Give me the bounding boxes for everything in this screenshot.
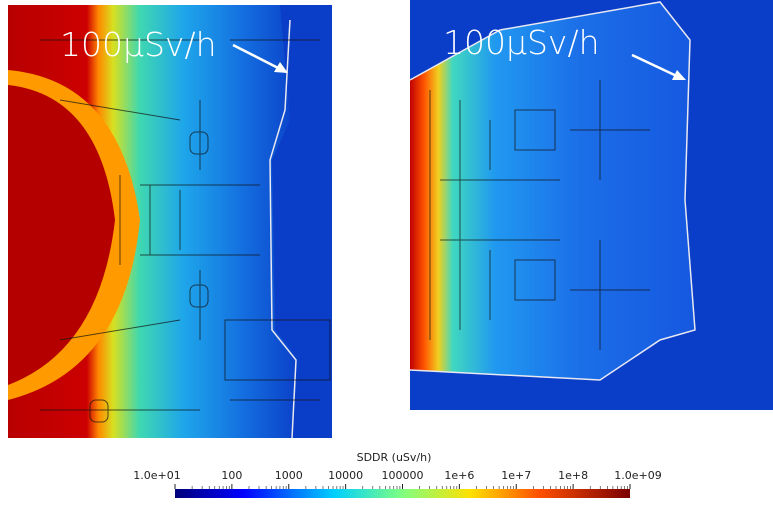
colorbar-title: SDDR (uSv/h) [357,451,432,464]
colorbar-ticks: 1.0e+01 100 1000 10000 100000 1e+6 1e+7 1e+8 1.0… [133,469,661,489]
colorbar-tick-label: 1.0e+01 [133,469,180,482]
colorbar [175,489,630,498]
annotation: 100µSv/h [443,23,600,62]
colorbar-tick-label: 1000 [275,469,303,482]
colorbar-tick-label: 10000 [328,469,363,482]
figure: 100µSv/h 100µSv/h SDDR (uSv/h) 1.0e+01 10… [0,0,773,503]
colorbar-tick-label: 1.0e+09 [614,469,661,482]
colorbar-tick-label: 1e+6 [444,469,474,482]
colorbar-tick-label: 1e+7 [501,469,531,482]
colorbar-tick-label: 1e+8 [558,469,588,482]
colorbar-tick-label: 100 [221,469,242,482]
annotation: 100µSv/h [60,25,217,64]
colorbar-tick-label: 100000 [382,469,424,482]
